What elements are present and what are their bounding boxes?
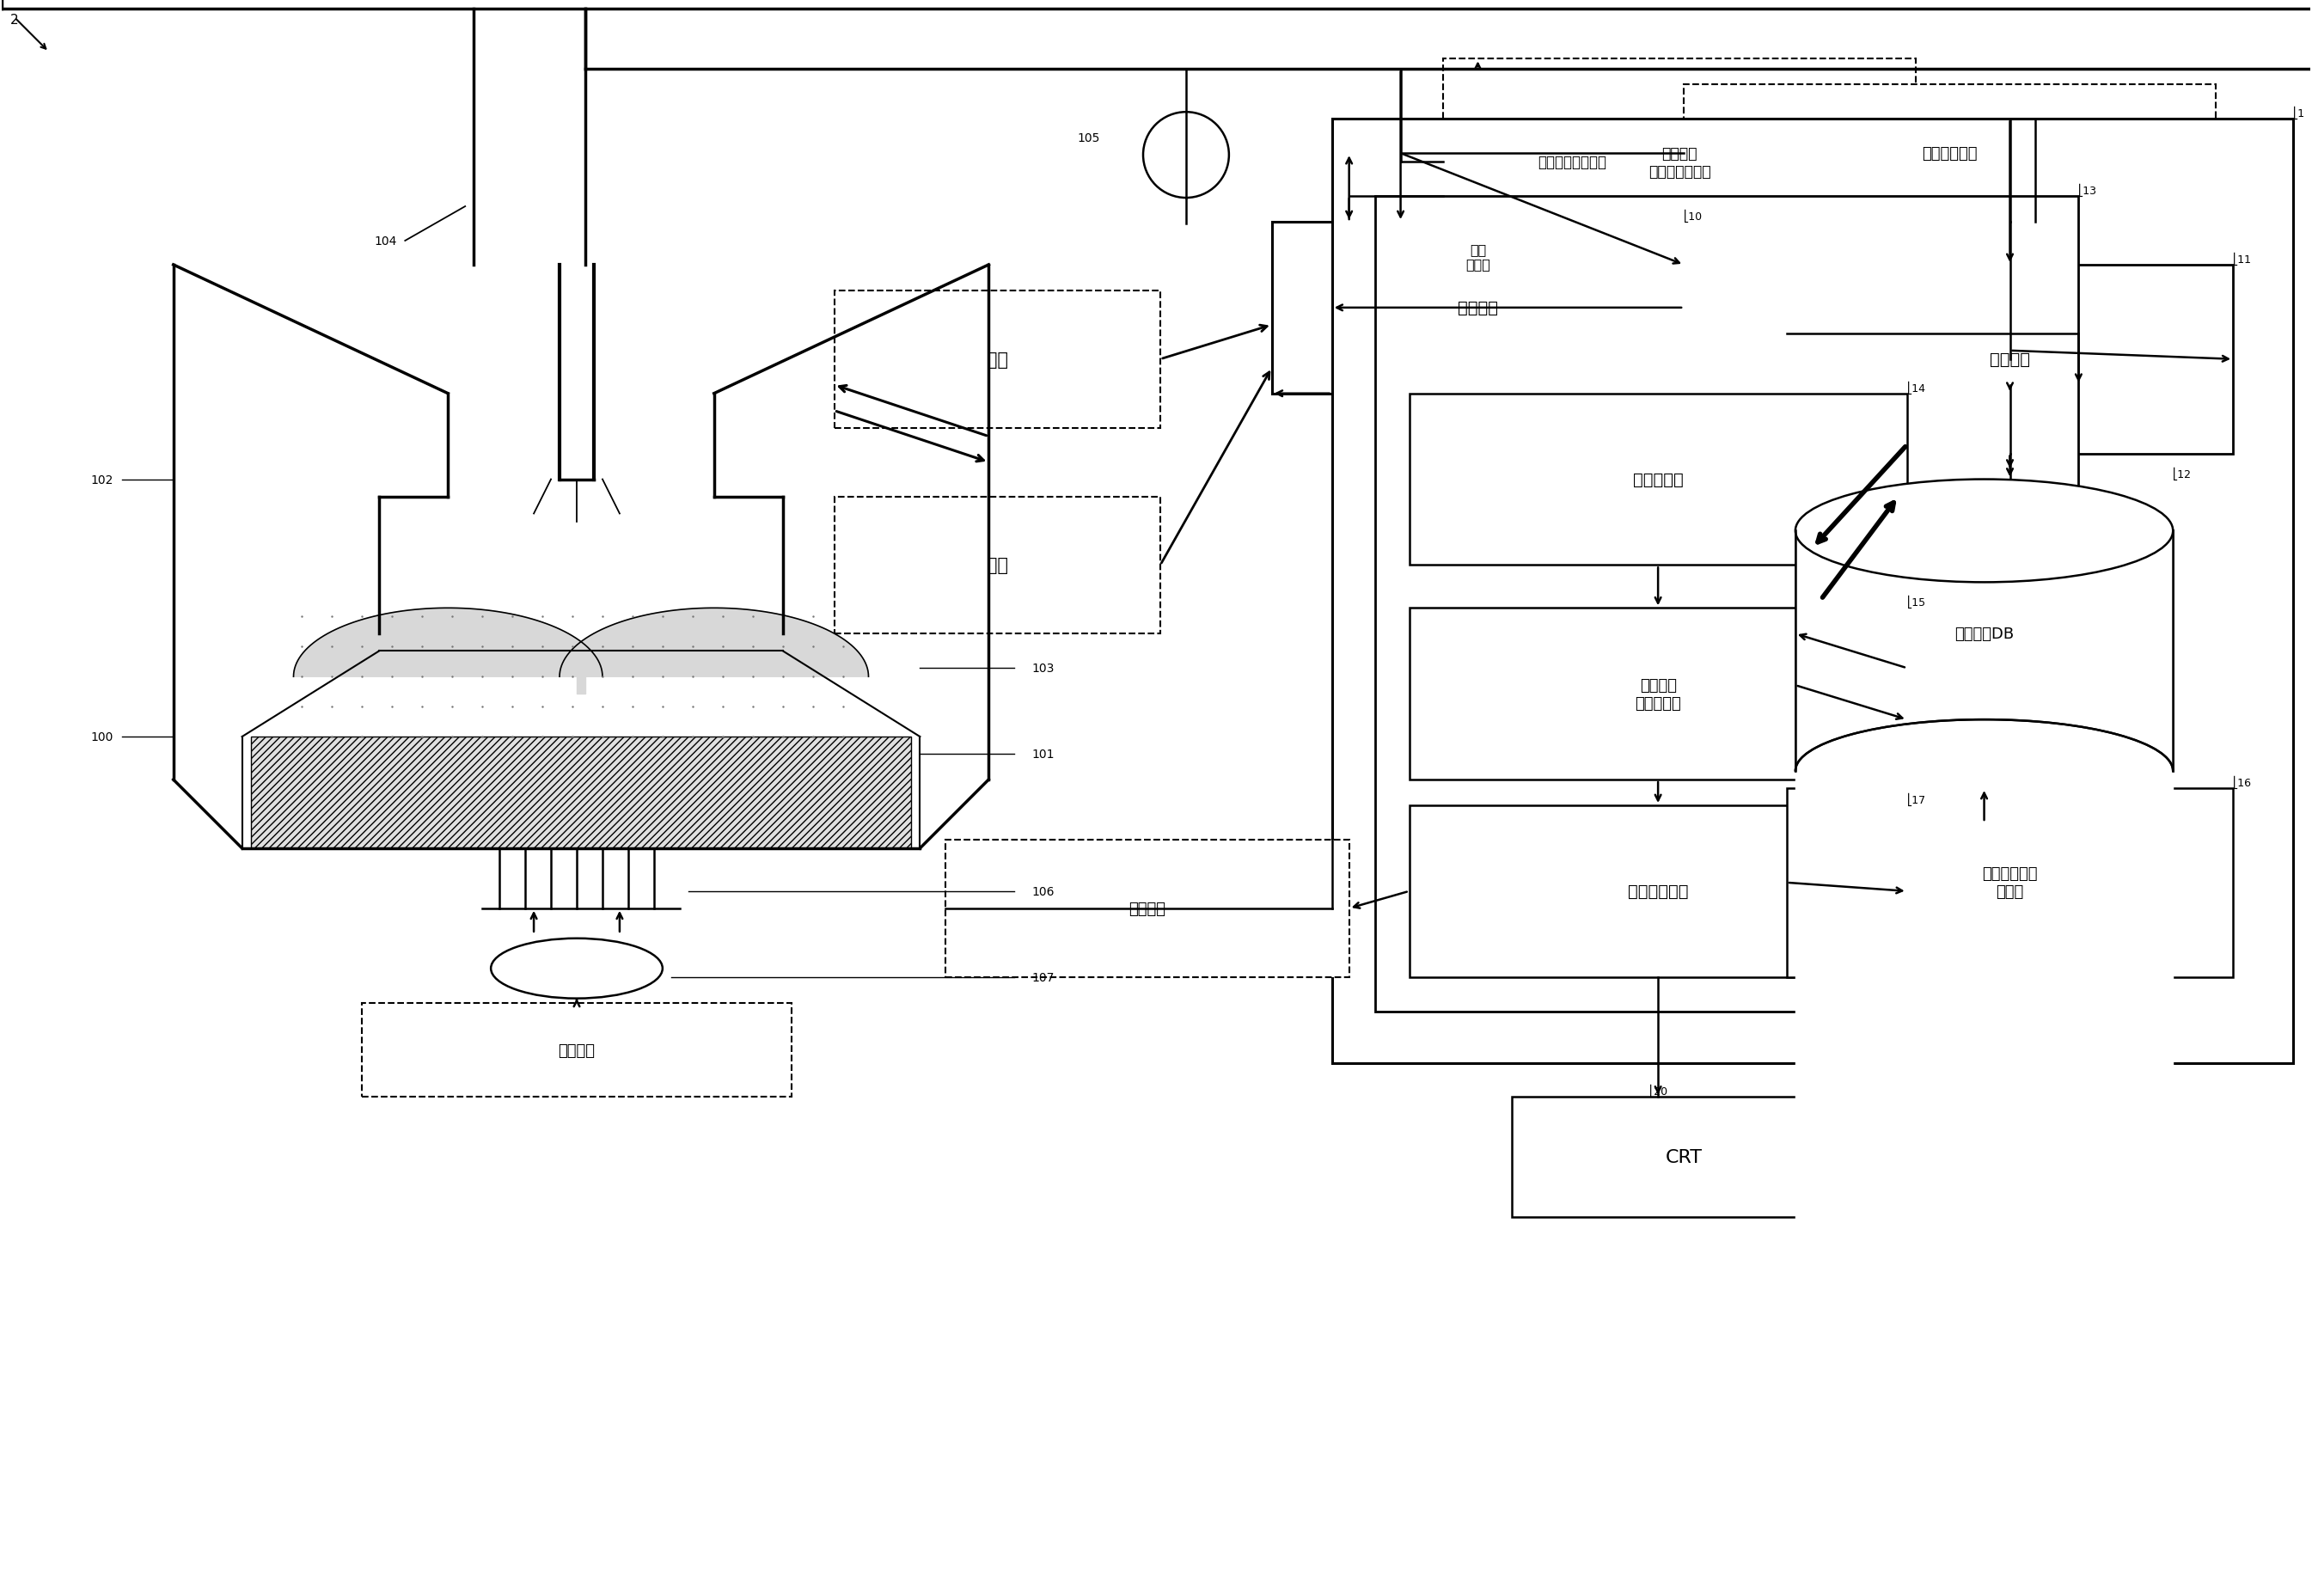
Text: 102: 102 <box>90 474 113 485</box>
Bar <box>835 290 1161 428</box>
Bar <box>1796 531 2173 771</box>
Text: 控制终端: 控制终端 <box>1457 300 1498 316</box>
Text: CRT: CRT <box>1665 1149 1702 1167</box>
Text: 精炼处理控制装置: 精炼处理控制装置 <box>1537 155 1607 171</box>
Bar <box>946 839 1350 977</box>
Text: 101: 101 <box>1031 749 1054 760</box>
Text: 运算
处理部: 运算 处理部 <box>1466 243 1491 271</box>
Text: ⎣20: ⎣20 <box>1648 1084 1669 1098</box>
Bar <box>1787 265 2233 453</box>
Polygon shape <box>294 608 603 677</box>
Bar <box>1410 806 1907 977</box>
Bar <box>1410 394 1907 565</box>
Bar <box>363 1002 791 1098</box>
Text: ⎣1: ⎣1 <box>2294 107 2305 120</box>
Text: 过去相似实绩
提取部: 过去相似实绩 提取部 <box>1981 867 2037 900</box>
Text: 精炼处理
评价计算部: 精炼处理 评价计算部 <box>1635 678 1681 710</box>
Bar <box>1683 85 2215 222</box>
Text: 各种实绩信息: 各种实绩信息 <box>1921 147 1977 161</box>
Text: ⎣10: ⎣10 <box>1683 209 1704 222</box>
Text: ⎣17: ⎣17 <box>1907 793 1926 806</box>
Bar <box>1512 1098 1857 1218</box>
Text: 模型计算部: 模型计算部 <box>1632 472 1683 488</box>
Text: 处理条件: 处理条件 <box>1128 900 1165 916</box>
Bar <box>1410 608 1907 780</box>
Ellipse shape <box>490 938 664 999</box>
Text: ⎣11: ⎣11 <box>2233 252 2252 265</box>
Bar <box>1332 120 2294 1063</box>
Text: 指示: 指示 <box>987 351 1008 369</box>
Text: 精炼实绩DB: 精炼实绩DB <box>1954 627 2014 642</box>
Text: 废气实绩
（流量、成分）: 废气实绩 （流量、成分） <box>1648 145 1711 179</box>
Text: 2: 2 <box>9 14 18 27</box>
Text: 搞拌气体: 搞拌气体 <box>557 1042 594 1058</box>
Text: ⎣12: ⎣12 <box>2173 466 2192 480</box>
Ellipse shape <box>1796 480 2173 583</box>
Polygon shape <box>560 608 869 677</box>
Bar <box>835 496 1161 634</box>
Bar <box>1443 59 1917 265</box>
Text: ⎣16: ⎣16 <box>2233 776 2252 788</box>
Text: 实绩: 实绩 <box>987 557 1008 575</box>
Text: 操作量确定部: 操作量确定部 <box>1628 883 1688 900</box>
Text: 106: 106 <box>1031 886 1054 897</box>
Polygon shape <box>250 737 911 849</box>
Bar <box>1272 222 1683 394</box>
Bar <box>1376 196 2078 1012</box>
Text: ⎣15: ⎣15 <box>1907 595 1926 608</box>
Text: 100: 100 <box>90 731 113 744</box>
Text: 104: 104 <box>375 235 395 247</box>
Text: ⎣13: ⎣13 <box>2078 184 2097 196</box>
Text: 输入装置: 输入装置 <box>1991 351 2030 367</box>
Text: 107: 107 <box>1031 972 1054 983</box>
Text: 103: 103 <box>1031 662 1054 675</box>
Text: ⎣14: ⎣14 <box>1907 381 1926 394</box>
Bar <box>1787 788 2233 977</box>
Text: 105: 105 <box>1077 132 1101 145</box>
